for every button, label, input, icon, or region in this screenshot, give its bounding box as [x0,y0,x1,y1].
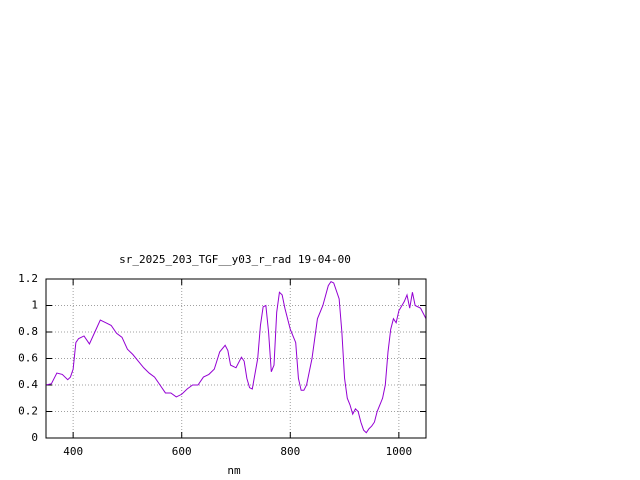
x-tick-label: 800 [280,445,300,458]
y-tick-label: 0.6 [18,352,38,365]
x-axis-label: nm [227,464,241,477]
plot-border [45,278,427,439]
chart-title: sr_2025_203_TGF__y03_r_rad 19-04-00 [119,253,351,266]
y-tick-label: 0.4 [18,378,38,391]
y-tick-label: 0.8 [18,325,38,338]
y-tick-label: 0.2 [18,405,38,418]
x-tick-label: 600 [172,445,192,458]
y-tick-label: 0 [31,431,38,444]
y-tick-label: 1.2 [18,272,38,285]
x-tick-label: 400 [63,445,83,458]
data-line [45,281,427,434]
y-tick-label: 1 [31,299,38,312]
x-tick-label: 1000 [386,445,413,458]
